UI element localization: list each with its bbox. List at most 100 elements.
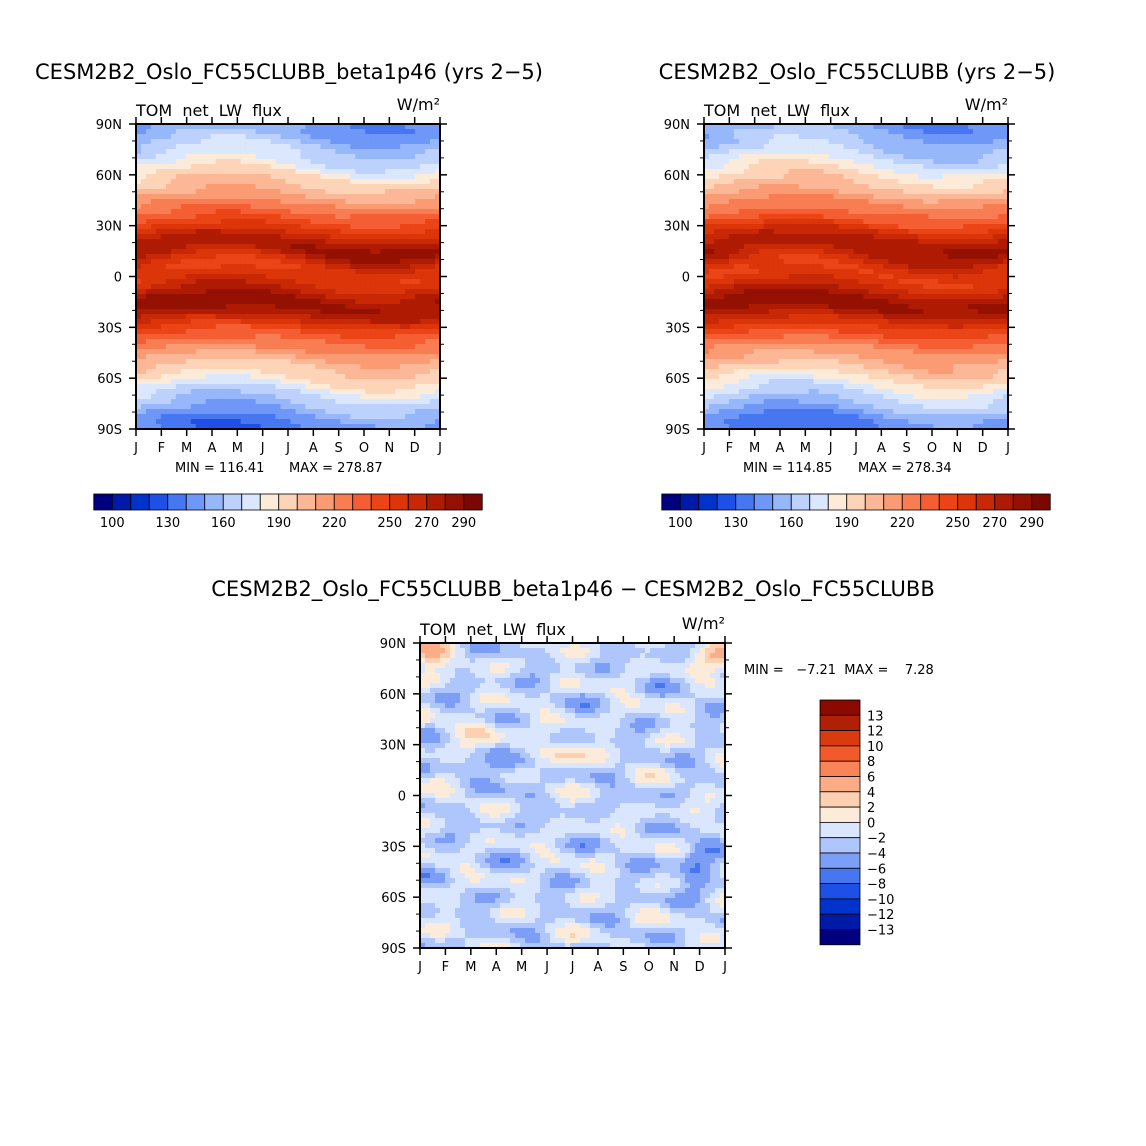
contour-cell	[345, 264, 351, 270]
contour-cell	[280, 179, 287, 185]
contour-cell	[240, 259, 247, 265]
contour-cell	[325, 129, 331, 135]
contour-cell	[983, 169, 989, 175]
contour-cell	[195, 359, 202, 365]
contour-cell	[763, 144, 770, 150]
contour-cell	[205, 289, 212, 295]
contour-cell	[360, 174, 366, 180]
contour-cell	[300, 409, 307, 415]
contour-cell	[210, 319, 217, 325]
contour-cell	[195, 169, 202, 175]
contour-cell	[320, 169, 326, 175]
contour-cell	[245, 299, 252, 305]
contour-cell	[255, 304, 262, 310]
contour-cell	[230, 184, 237, 190]
contour-cell	[210, 164, 217, 170]
contour-cell	[305, 259, 312, 265]
contour-cell	[320, 229, 326, 235]
contour-cell	[215, 239, 222, 245]
contour-cell	[370, 404, 376, 410]
contour-cell	[713, 139, 720, 145]
contour-cell	[758, 134, 765, 140]
contour-cell	[175, 184, 182, 190]
contour-cell	[245, 209, 252, 215]
contour-cell	[998, 179, 1004, 185]
contour-cell	[425, 384, 431, 390]
contour-cell	[245, 309, 252, 315]
contour-cell	[963, 159, 969, 165]
contour-cell	[170, 164, 177, 170]
contour-cell	[290, 144, 297, 150]
contour-cell	[415, 404, 421, 410]
contour-cell	[843, 124, 850, 130]
contour-cell	[200, 404, 207, 410]
contour-cell	[355, 204, 361, 210]
contour-cell	[265, 174, 272, 180]
contour-cell	[136, 339, 142, 345]
contour-cell	[415, 164, 421, 170]
contour-cell	[220, 254, 227, 260]
contour-cell	[385, 229, 391, 235]
contour-cell	[1003, 189, 1008, 195]
contour-cell	[335, 169, 341, 175]
contour-cell	[320, 319, 326, 325]
contour-cell	[430, 184, 436, 190]
contour-cell	[165, 264, 172, 270]
contour-cell	[300, 199, 307, 205]
contour-cell	[410, 304, 416, 310]
contour-cell	[205, 124, 212, 130]
contour-cell	[430, 309, 436, 315]
contour-cell	[175, 289, 182, 295]
contour-cell	[215, 209, 222, 215]
contour-cell	[170, 174, 177, 180]
contour-cell	[345, 334, 351, 340]
contour-cell	[365, 344, 371, 350]
contour-cell	[295, 419, 302, 425]
contour-cell	[195, 374, 202, 380]
contour-cell	[310, 209, 317, 215]
contour-cell	[390, 274, 396, 280]
contour-cell	[340, 289, 346, 295]
contour-cell	[380, 419, 386, 425]
contour-cell	[325, 369, 331, 375]
contour-cell	[933, 199, 939, 205]
contour-cell	[325, 324, 331, 330]
contour-cell	[245, 229, 252, 235]
contour-cell	[320, 274, 326, 280]
contour-cell	[235, 214, 242, 220]
contour-cell	[250, 244, 257, 250]
contour-cell	[300, 244, 307, 250]
contour-cell	[225, 209, 232, 215]
contour-cell	[978, 144, 984, 150]
contour-cell	[753, 154, 760, 160]
contour-cell	[733, 149, 740, 155]
contour-cell	[145, 279, 152, 285]
contour-cell	[370, 299, 376, 305]
contour-cell	[923, 194, 929, 200]
contour-cell	[136, 214, 142, 220]
panel-1-min-label: MIN = 116.41	[175, 461, 264, 476]
contour-cell	[420, 299, 426, 305]
contour-cell	[140, 354, 147, 360]
contour-cell	[280, 409, 287, 415]
contour-cell	[763, 184, 770, 190]
contour-cell	[235, 339, 242, 345]
contour-cell	[420, 254, 426, 260]
contour-cell	[708, 154, 715, 160]
contour-cell	[405, 189, 411, 195]
contour-cell	[210, 214, 217, 220]
contour-cell	[410, 414, 416, 420]
contour-cell	[285, 309, 292, 315]
contour-cell	[325, 239, 331, 245]
contour-cell	[390, 144, 396, 150]
contour-cell	[305, 404, 312, 410]
contour-cell	[410, 274, 416, 280]
contour-cell	[375, 339, 381, 345]
contour-cell	[175, 294, 182, 300]
contour-cell	[265, 254, 272, 260]
contour-cell	[140, 369, 147, 375]
contour-cell	[335, 319, 341, 325]
contour-cell	[843, 149, 850, 155]
contour-cell	[783, 164, 790, 170]
contour-cell	[215, 219, 222, 225]
